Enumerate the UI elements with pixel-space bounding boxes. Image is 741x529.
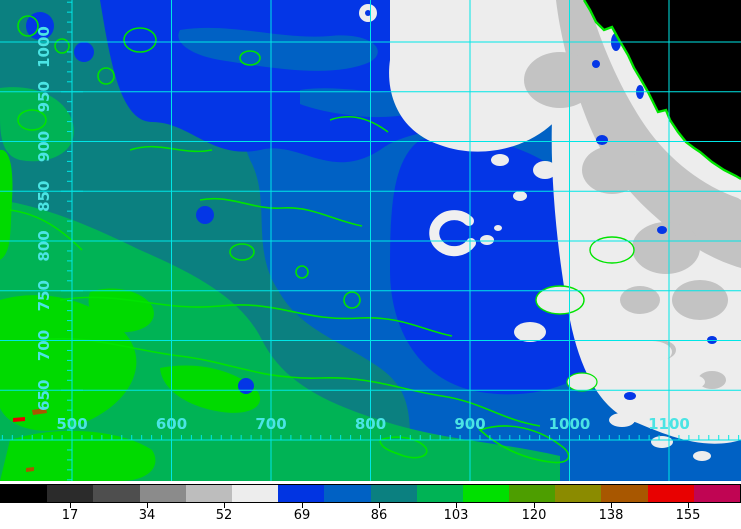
- colorbar-segment: [462, 485, 510, 502]
- colorbar-label: 103: [443, 508, 469, 523]
- warm-specks: [13, 408, 47, 472]
- field-map-image: 500 600 700 800 900 1000 1100 1000 950 900 850 800 7…: [0, 0, 741, 481]
- cyclone-eye-feature: [429, 210, 502, 257]
- y-axis-label: 950: [35, 81, 53, 112]
- colorbar-label: 17: [61, 508, 79, 523]
- x-axis-label: 800: [355, 415, 386, 433]
- colorbar-label: 52: [215, 508, 233, 523]
- colorbar-tick: [611, 503, 612, 508]
- colorbar-segment: [416, 485, 463, 502]
- contour-lines: [9, 15, 570, 464]
- colorbar-segment: [185, 485, 232, 502]
- colorbar-tick: [379, 503, 380, 508]
- colorbar-segment: [1, 485, 48, 502]
- y-axis-label: 1000: [35, 26, 53, 68]
- colorbar-tick: [147, 503, 148, 508]
- colorbar-label: 138: [598, 508, 624, 523]
- colorbar-label: 34: [138, 508, 156, 523]
- color-scale-bar: [0, 484, 741, 503]
- colorbar-segment: [693, 485, 740, 502]
- x-axis-label: 600: [156, 415, 187, 433]
- colorbar-segment: [93, 485, 140, 502]
- y-axis-label: 900: [35, 131, 53, 162]
- colorbar-tick: [688, 503, 689, 508]
- x-axis-label: 700: [255, 415, 286, 433]
- colorbar-tick: [534, 503, 535, 508]
- map-grid: [0, 0, 741, 481]
- y-axis-label: 700: [35, 330, 53, 361]
- colorbar-tick: [70, 503, 71, 508]
- y-axis-label: 650: [35, 380, 53, 411]
- colorbar-tick: [302, 503, 303, 508]
- x-axis-label: 900: [454, 415, 485, 433]
- colorbar-label: 69: [293, 508, 311, 523]
- colorbar-label: 86: [370, 508, 388, 523]
- colorbar-segment: [47, 485, 94, 502]
- colorbar-segment: [647, 485, 694, 502]
- colorbar-segment: [555, 485, 602, 502]
- y-axis-label: 850: [35, 181, 53, 212]
- axis-ticks: [1, 1, 740, 481]
- axis-labels: 500 600 700 800 900 1000 1100 1000 950 900 850 800 7…: [35, 26, 690, 433]
- x-axis-label: 1000: [549, 415, 591, 433]
- colorbar-segment: [139, 485, 186, 502]
- x-axis-label: 500: [56, 415, 87, 433]
- colorbar-tick: [456, 503, 457, 508]
- colorbar-segment: [231, 485, 279, 502]
- colorbar-segment: [601, 485, 648, 502]
- y-axis-label: 800: [35, 230, 53, 261]
- colorbar-segment: [278, 485, 325, 502]
- x-axis-label: 1100: [648, 415, 690, 433]
- colorbar-segment: [324, 485, 371, 502]
- colorbar-segment: [370, 485, 417, 502]
- colorbar-tick: [224, 503, 225, 508]
- y-axis-label: 750: [35, 280, 53, 311]
- colorbar-segment: [509, 485, 556, 502]
- colorbar-label: 155: [675, 508, 701, 523]
- colorbar-label: 120: [521, 508, 547, 523]
